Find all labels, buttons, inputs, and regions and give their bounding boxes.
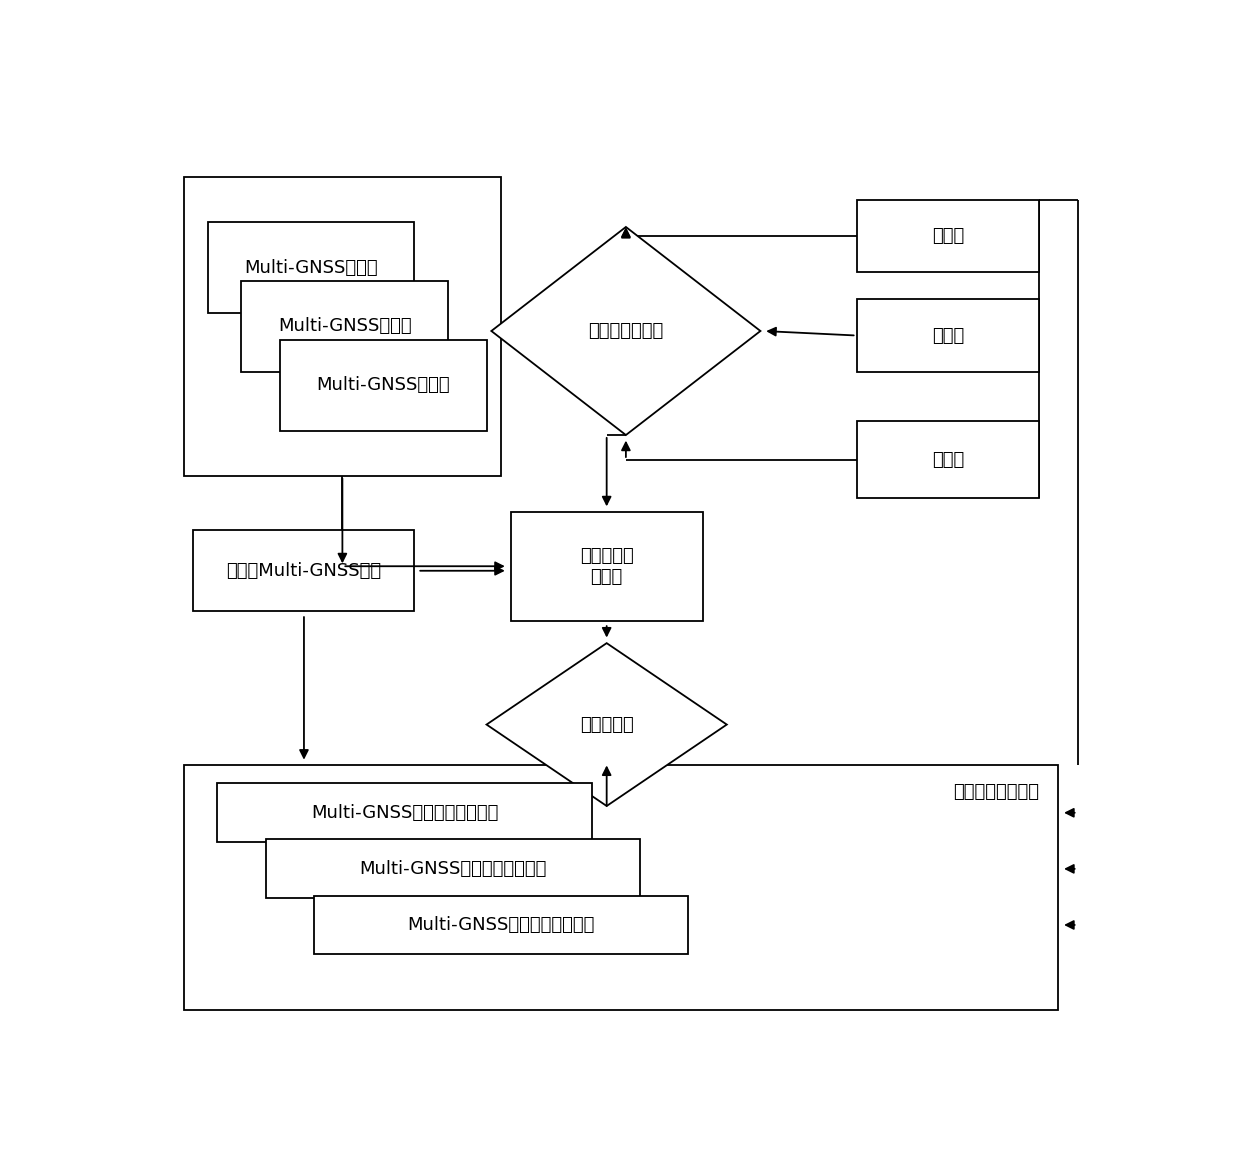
Text: 基准站选择策略: 基准站选择策略 — [588, 322, 663, 340]
Text: 超快速Multi-GNSS轨道: 超快速Multi-GNSS轨道 — [227, 562, 382, 579]
FancyBboxPatch shape — [193, 530, 414, 611]
FancyBboxPatch shape — [242, 281, 448, 371]
Text: Multi-GNSS近实时长基线解算: Multi-GNSS近实时长基线解算 — [311, 804, 498, 821]
Text: Multi-GNSS近实时长基线解算: Multi-GNSS近实时长基线解算 — [407, 916, 595, 934]
FancyBboxPatch shape — [184, 765, 1059, 1009]
Polygon shape — [491, 227, 760, 435]
FancyBboxPatch shape — [280, 340, 486, 430]
Text: 监测点: 监测点 — [931, 327, 963, 344]
FancyBboxPatch shape — [314, 895, 688, 954]
Text: 监测点: 监测点 — [931, 227, 963, 246]
Text: Multi-GNSS近实时长基线解算: Multi-GNSS近实时长基线解算 — [360, 860, 547, 878]
FancyBboxPatch shape — [217, 784, 593, 842]
Text: 监测点: 监测点 — [931, 451, 963, 469]
FancyBboxPatch shape — [511, 512, 703, 620]
Text: 子任务划分: 子任务划分 — [580, 716, 634, 733]
Text: 参与解算的
基准站: 参与解算的 基准站 — [580, 546, 634, 585]
FancyBboxPatch shape — [265, 839, 640, 898]
Text: Multi-GNSS基准站: Multi-GNSS基准站 — [316, 376, 450, 395]
Text: 云平台分布式处理: 云平台分布式处理 — [954, 784, 1039, 801]
Text: Multi-GNSS基准站: Multi-GNSS基准站 — [244, 258, 378, 276]
FancyBboxPatch shape — [857, 200, 1039, 273]
Text: Multi-GNSS基准站: Multi-GNSS基准站 — [278, 317, 412, 336]
FancyBboxPatch shape — [208, 222, 414, 313]
FancyBboxPatch shape — [857, 422, 1039, 498]
FancyBboxPatch shape — [184, 177, 501, 476]
FancyBboxPatch shape — [857, 300, 1039, 371]
Polygon shape — [486, 643, 727, 806]
